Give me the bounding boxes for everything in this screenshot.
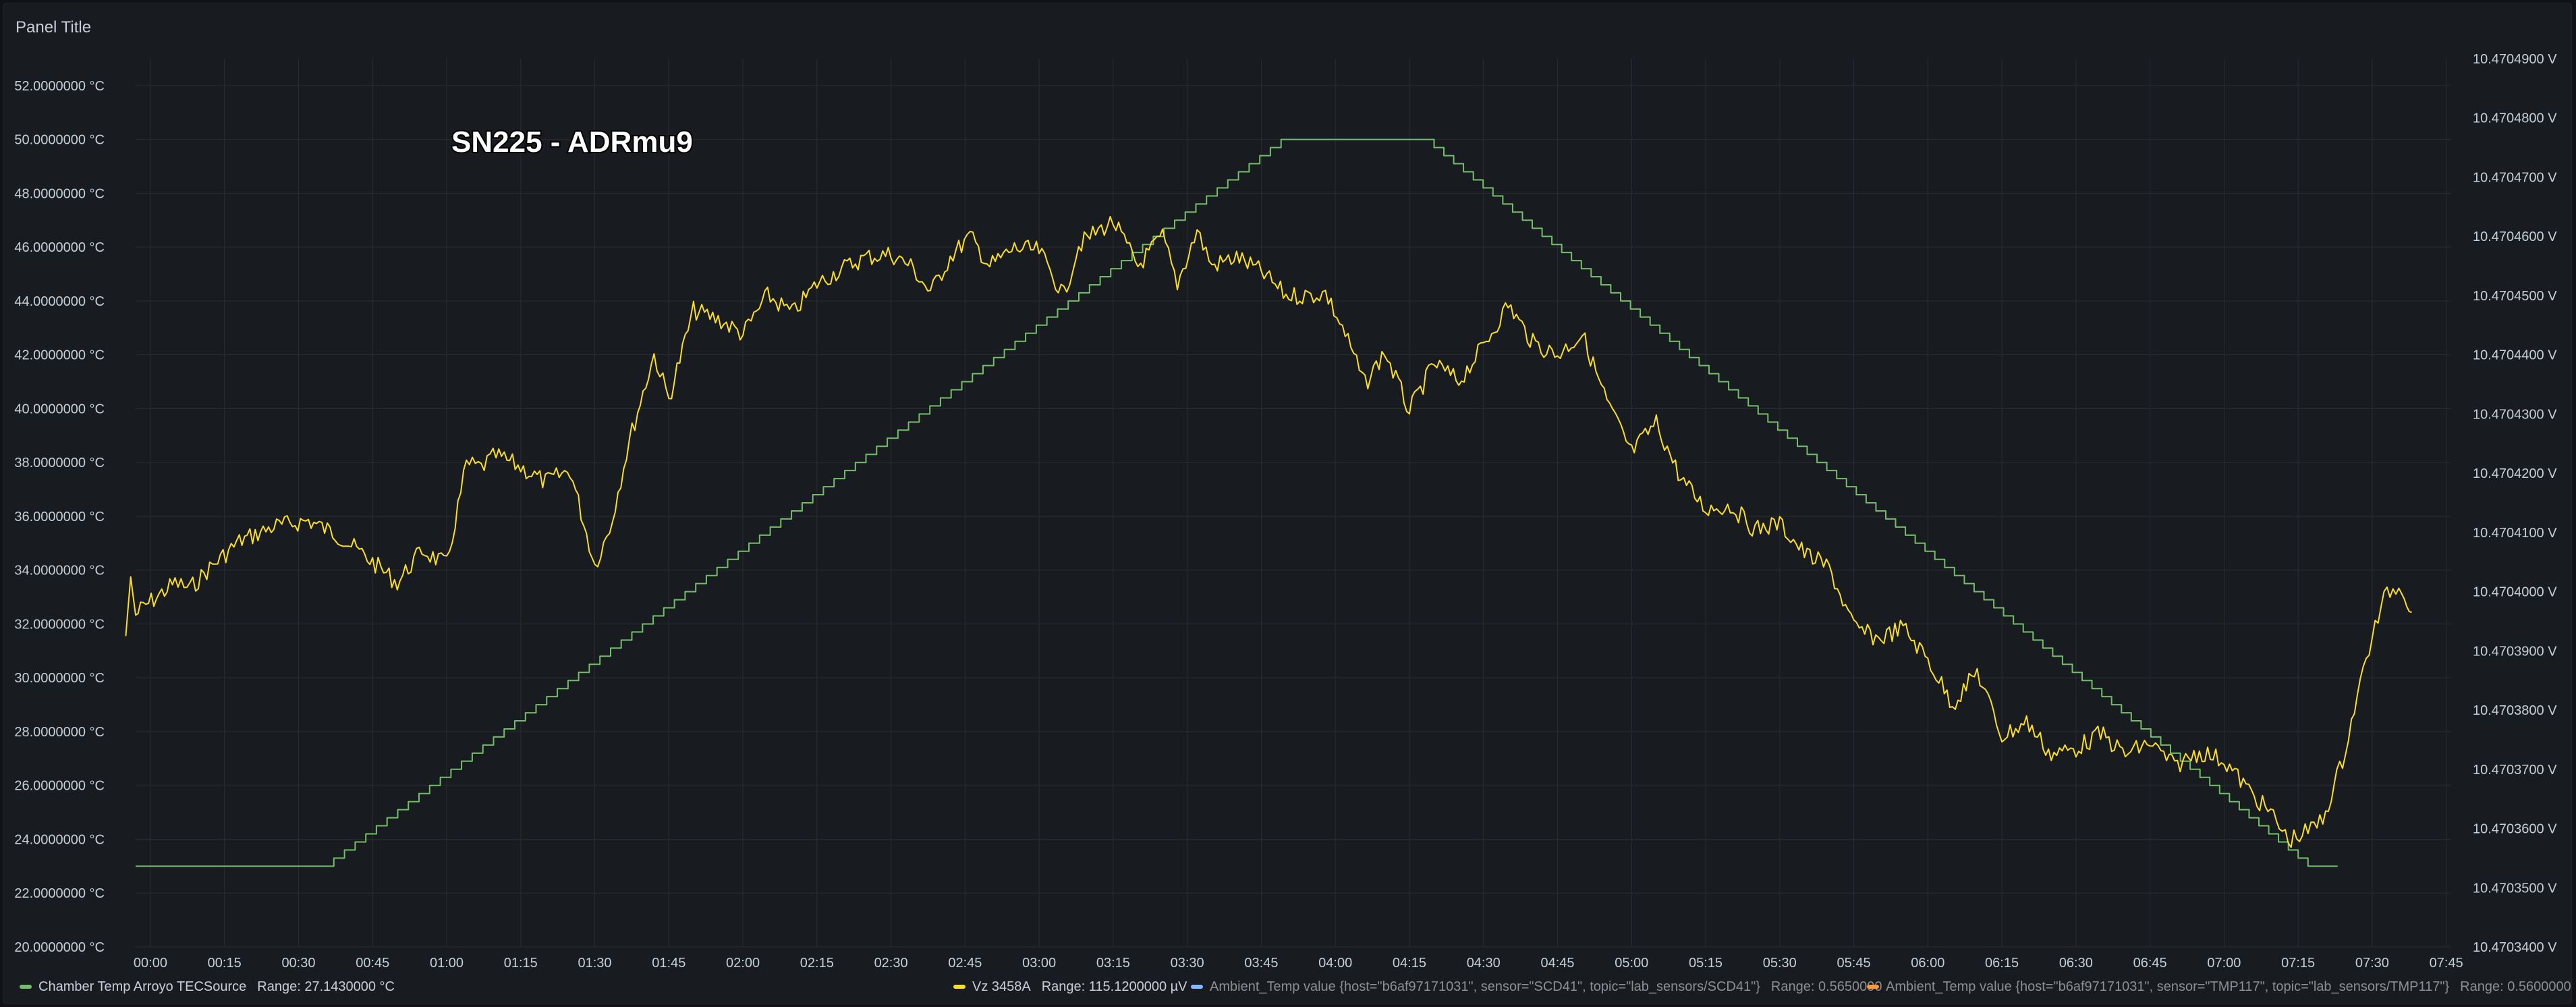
- left-tick-label: 48.0000000 °C: [14, 186, 105, 201]
- left-tick-label: 20.0000000 °C: [14, 940, 105, 955]
- x-tick-label: 01:45: [652, 956, 685, 971]
- legend-range: Range: 115.1200000 µV: [1041, 979, 1187, 994]
- left-tick-label: 52.0000000 °C: [14, 79, 105, 94]
- left-tick-label: 26.0000000 °C: [14, 779, 105, 794]
- legend-swatch: [1191, 985, 1203, 989]
- left-tick-label: 38.0000000 °C: [14, 456, 105, 470]
- left-tick-label: 34.0000000 °C: [14, 564, 105, 578]
- right-tick-label: 10.4703900 V: [2473, 644, 2557, 659]
- left-tick-label: 50.0000000 °C: [14, 133, 105, 148]
- left-tick-label: 36.0000000 °C: [14, 510, 105, 524]
- x-tick-label: 05:15: [1689, 956, 1723, 971]
- time-series-chart[interactable]: 20.0000000 °C 22.0000000 °C 24.0000000 °C 2…: [3, 3, 2572, 1004]
- left-tick-label: 28.0000000 °C: [14, 725, 105, 740]
- x-tick-label: 05:45: [1837, 956, 1871, 971]
- right-tick-label: 10.4704500 V: [2473, 289, 2557, 304]
- legend-swatch: [953, 985, 965, 989]
- right-tick-label: 10.4703800 V: [2473, 703, 2557, 718]
- right-tick-label: 10.4703600 V: [2473, 822, 2557, 837]
- left-tick-label: 22.0000000 °C: [14, 886, 105, 901]
- panel-title[interactable]: Panel Title: [16, 18, 92, 36]
- left-tick-label: 30.0000000 °C: [14, 671, 105, 686]
- right-tick-label: 10.4704400 V: [2473, 348, 2557, 363]
- x-tick-label: 04:15: [1393, 956, 1426, 971]
- right-tick-label: 10.4704900 V: [2473, 52, 2557, 67]
- x-tick-label: 00:00: [134, 956, 167, 971]
- legend-item-chamber-temp[interactable]: Chamber Temp Arroyo TECSource Range: 27.…: [20, 977, 395, 997]
- legend-range: Range: 0.5600000: [2460, 979, 2571, 994]
- x-tick-label: 07:15: [2281, 956, 2315, 971]
- legend-label: Vz 3458A: [972, 979, 1031, 994]
- x-tick-label: 01:30: [578, 956, 612, 971]
- x-tick-label: 07:00: [2207, 956, 2241, 971]
- left-tick-label: 24.0000000 °C: [14, 832, 105, 847]
- legend-label: Ambient_Temp value {host="b6af97171031",…: [1210, 979, 1760, 994]
- x-tick-label: 02:15: [800, 956, 834, 971]
- left-tick-label: 32.0000000 °C: [14, 617, 105, 632]
- x-tick-label: 04:00: [1318, 956, 1352, 971]
- legend-range: Range: 27.1430000 °C: [257, 979, 395, 994]
- left-tick-label: 40.0000000 °C: [14, 402, 105, 416]
- x-tick-label: 02:45: [948, 956, 982, 971]
- x-tick-label: 07:45: [2430, 956, 2463, 971]
- right-tick-label: 10.4703400 V: [2473, 940, 2557, 955]
- grid: [136, 59, 2451, 948]
- x-tick-label: 04:45: [1540, 956, 1574, 971]
- series-vz-3458a-line: [125, 215, 2412, 848]
- x-tick-label: 03:15: [1096, 956, 1130, 971]
- legend-item-vz-3458a[interactable]: Vz 3458A Range: 115.1200000 µV: [953, 977, 1187, 997]
- x-tick-label: 03:00: [1022, 956, 1056, 971]
- x-tick-label: 00:30: [281, 956, 315, 971]
- legend-label: Ambient_Temp value {host="b6af97171031",…: [1886, 979, 2450, 994]
- right-axis: 10.4703400 V 10.4703500 V 10.4703600 V 10.4…: [2473, 52, 2557, 955]
- right-tick-label: 10.4704300 V: [2473, 407, 2557, 422]
- x-tick-label: 00:45: [356, 956, 389, 971]
- legend-item-ambient-tmp117[interactable]: Ambient_Temp value {host="b6af97171031",…: [1867, 977, 2571, 997]
- x-tick-label: 01:00: [430, 956, 464, 971]
- chart-annotation: SN225 - ADRmu9: [451, 126, 693, 159]
- x-tick-label: 05:30: [1763, 956, 1797, 971]
- right-tick-label: 10.4704600 V: [2473, 229, 2557, 244]
- right-tick-label: 10.4703700 V: [2473, 763, 2557, 778]
- left-tick-label: 42.0000000 °C: [14, 348, 105, 363]
- series-layer: [125, 138, 2412, 867]
- legend-item-ambient-scd41[interactable]: Ambient_Temp value {host="b6af97171031",…: [1191, 977, 1882, 997]
- x-tick-label: 03:30: [1171, 956, 1204, 971]
- x-tick-label: 06:15: [1985, 956, 2019, 971]
- x-tick-label: 02:00: [726, 956, 760, 971]
- legend-swatch: [20, 985, 32, 989]
- x-tick-label: 06:30: [2059, 956, 2093, 971]
- x-tick-label: 01:15: [504, 956, 538, 971]
- right-tick-label: 10.4704800 V: [2473, 111, 2557, 126]
- left-tick-label: 46.0000000 °C: [14, 240, 105, 255]
- left-tick-label: 44.0000000 °C: [14, 294, 105, 309]
- x-tick-label: 03:45: [1244, 956, 1278, 971]
- x-tick-label: 05:00: [1615, 956, 1648, 971]
- x-tick-label: 00:15: [208, 956, 242, 971]
- right-tick-label: 10.4704000 V: [2473, 585, 2557, 600]
- right-tick-label: 10.4704200 V: [2473, 466, 2557, 481]
- left-axis: 20.0000000 °C 22.0000000 °C 24.0000000 °C 2…: [14, 79, 105, 955]
- series-chamber-temp-line: [136, 138, 2338, 867]
- x-tick-label: 06:00: [1911, 956, 1944, 971]
- x-tick-label: 06:45: [2133, 956, 2167, 971]
- right-tick-label: 10.4703500 V: [2473, 881, 2557, 896]
- x-tick-label: 02:30: [874, 956, 908, 971]
- x-tick-label: 04:30: [1467, 956, 1501, 971]
- x-axis: 00:00 00:15 00:30 00:45 01:00 01:15 01:30 01:45…: [134, 956, 2463, 971]
- legend-range: Range: 0.5650000: [1770, 979, 1882, 994]
- x-tick-label: 07:30: [2355, 956, 2389, 971]
- right-tick-label: 10.4704100 V: [2473, 526, 2557, 541]
- right-tick-label: 10.4704700 V: [2473, 170, 2557, 185]
- chart-panel: Panel Title 20.0000000 °C 22.0000000 °C 24…: [3, 3, 2572, 1004]
- legend-swatch: [1867, 985, 1879, 989]
- legend-label: Chamber Temp Arroyo TECSource: [38, 979, 247, 994]
